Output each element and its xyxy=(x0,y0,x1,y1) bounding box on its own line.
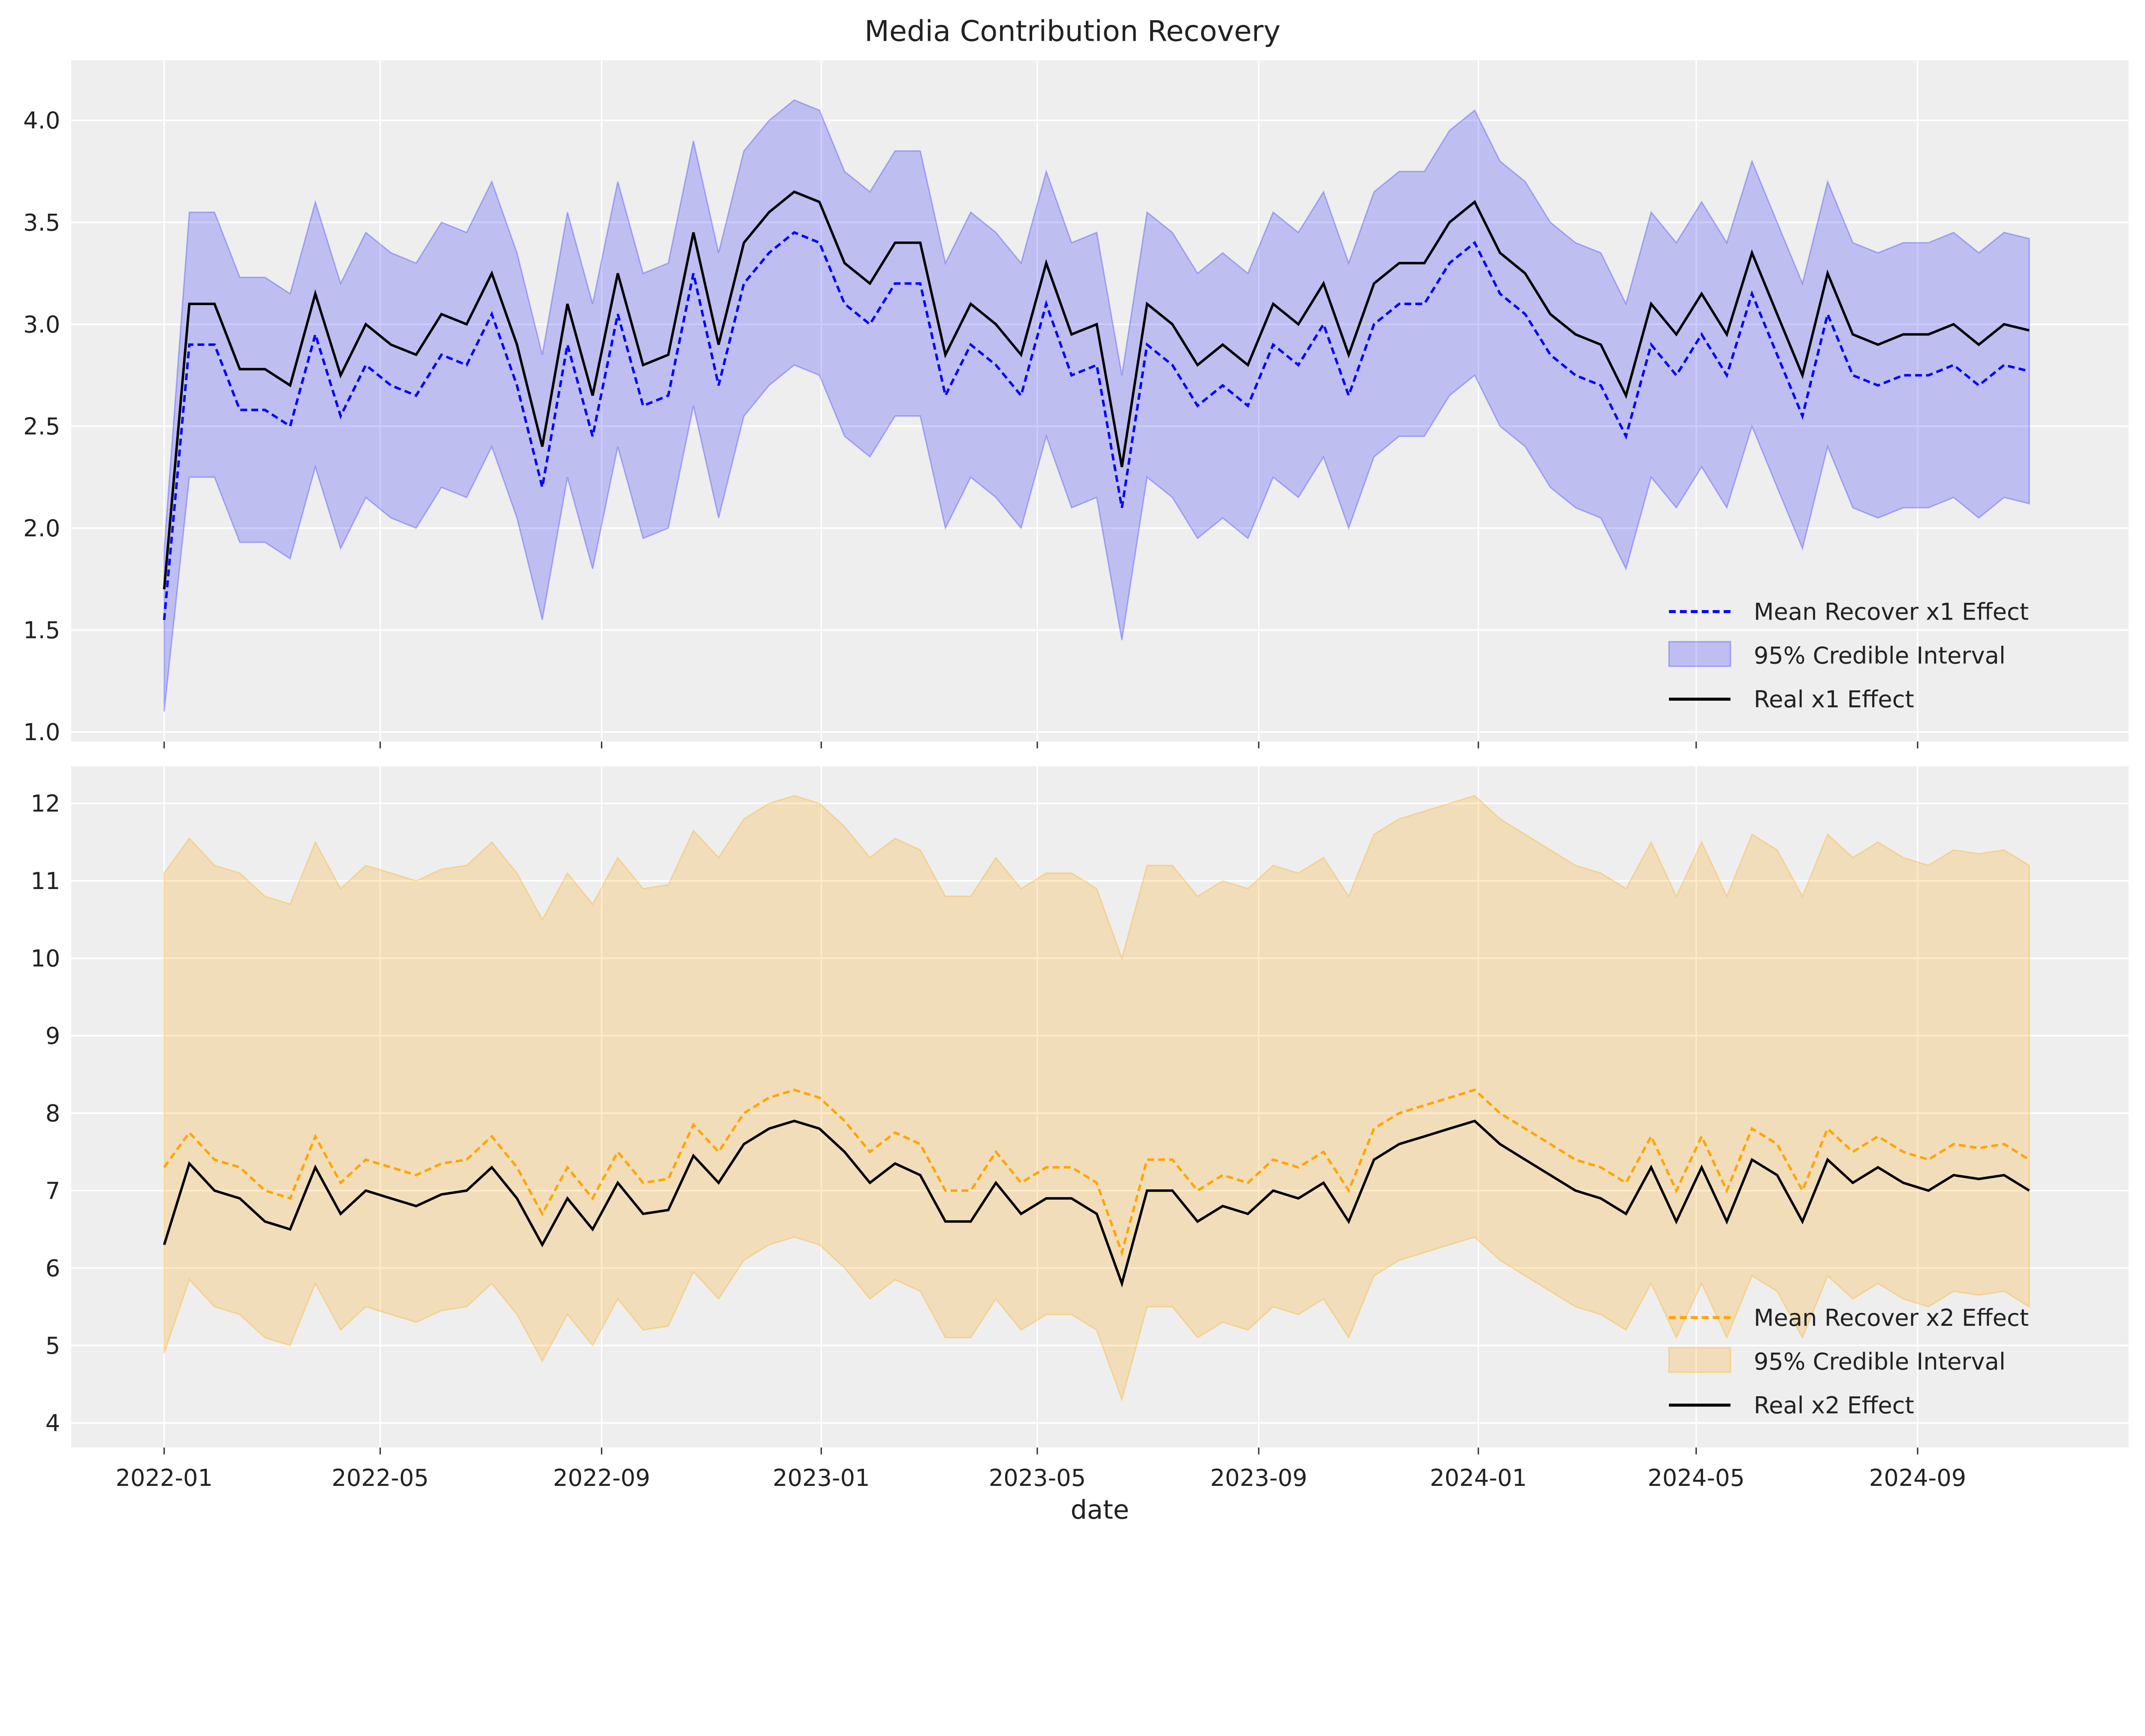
legend-band-swatch xyxy=(1668,1347,1731,1373)
bottom-panel: 4 5 6 7 8 9 10 11 12 2022-01 2022-05 2022-09 2023-01… xyxy=(30,766,2129,1491)
y-tick-label: 12 xyxy=(30,790,60,817)
x-tick-label: 2024-09 xyxy=(1869,1464,1966,1491)
legend-mean-label: Mean Recover x1 Effect xyxy=(1754,599,2029,626)
chart-title: Media Contribution Recovery xyxy=(864,15,1281,48)
y-tick-label: 2.5 xyxy=(23,413,60,440)
x-tick-label: 2023-01 xyxy=(773,1464,870,1491)
y-tick-label: 2.0 xyxy=(23,515,60,542)
y-tick-label: 8 xyxy=(45,1100,60,1127)
x-tick-label: 2024-05 xyxy=(1648,1464,1745,1491)
legend-band-label: 95% Credible Interval xyxy=(1754,642,2006,669)
credible-interval-band xyxy=(163,795,2030,1402)
y-tick-label: 4.0 xyxy=(23,107,60,134)
x-tick-label: 2022-01 xyxy=(115,1464,212,1491)
legend-band-label: 95% Credible Interval xyxy=(1754,1348,2006,1375)
plot-area xyxy=(71,766,2129,1448)
y-tick-label: 1.0 xyxy=(23,719,60,746)
credible-interval-band xyxy=(163,99,2030,712)
y-tick-label: 4 xyxy=(45,1409,60,1437)
x-tick-label: 2024-01 xyxy=(1430,1464,1527,1491)
x-tick-label: 2023-05 xyxy=(989,1464,1086,1491)
y-tick-label: 6 xyxy=(45,1255,60,1282)
x-tick-label: 2022-09 xyxy=(553,1464,650,1491)
top-panel: 1.0 1.5 2.0 2.5 3.0 3.5 4.0 Mean Recover x1 Eff… xyxy=(23,60,2129,749)
legend-mean-label: Mean Recover x2 Effect xyxy=(1754,1304,2029,1331)
y-tick-label: 3.5 xyxy=(23,209,60,236)
plot-area xyxy=(71,60,2129,742)
y-tick-label: 11 xyxy=(30,868,60,895)
legend-band-swatch xyxy=(1668,641,1731,667)
y-tick-label: 7 xyxy=(45,1177,60,1204)
x-axis-label: date xyxy=(1070,1495,1129,1525)
real-effect-line xyxy=(163,1119,2030,1288)
legend-real-label: Real x1 Effect xyxy=(1754,686,1914,713)
y-tick-label: 3.0 xyxy=(23,311,60,338)
legend: Mean Recover x2 Effect 95% Credible Inter… xyxy=(1668,1304,2029,1419)
legend: Mean Recover x1 Effect 95% Credible Inter… xyxy=(1668,599,2029,713)
real-effect-line xyxy=(163,190,2030,590)
mean-recover-line xyxy=(163,1088,2030,1257)
legend-real-label: Real x2 Effect xyxy=(1754,1392,1914,1419)
y-tick-label: 1.5 xyxy=(23,617,60,644)
y-tick-label: 9 xyxy=(45,1022,60,1049)
x-tick-label: 2022-05 xyxy=(332,1464,429,1491)
y-tick-label: 10 xyxy=(30,945,60,972)
y-tick-label: 5 xyxy=(45,1332,60,1359)
x-tick-label: 2023-09 xyxy=(1210,1464,1307,1491)
media-contribution-chart: Media Contribution Recovery 1.0 1.5 2.0 2.5… xyxy=(23,15,2129,1525)
